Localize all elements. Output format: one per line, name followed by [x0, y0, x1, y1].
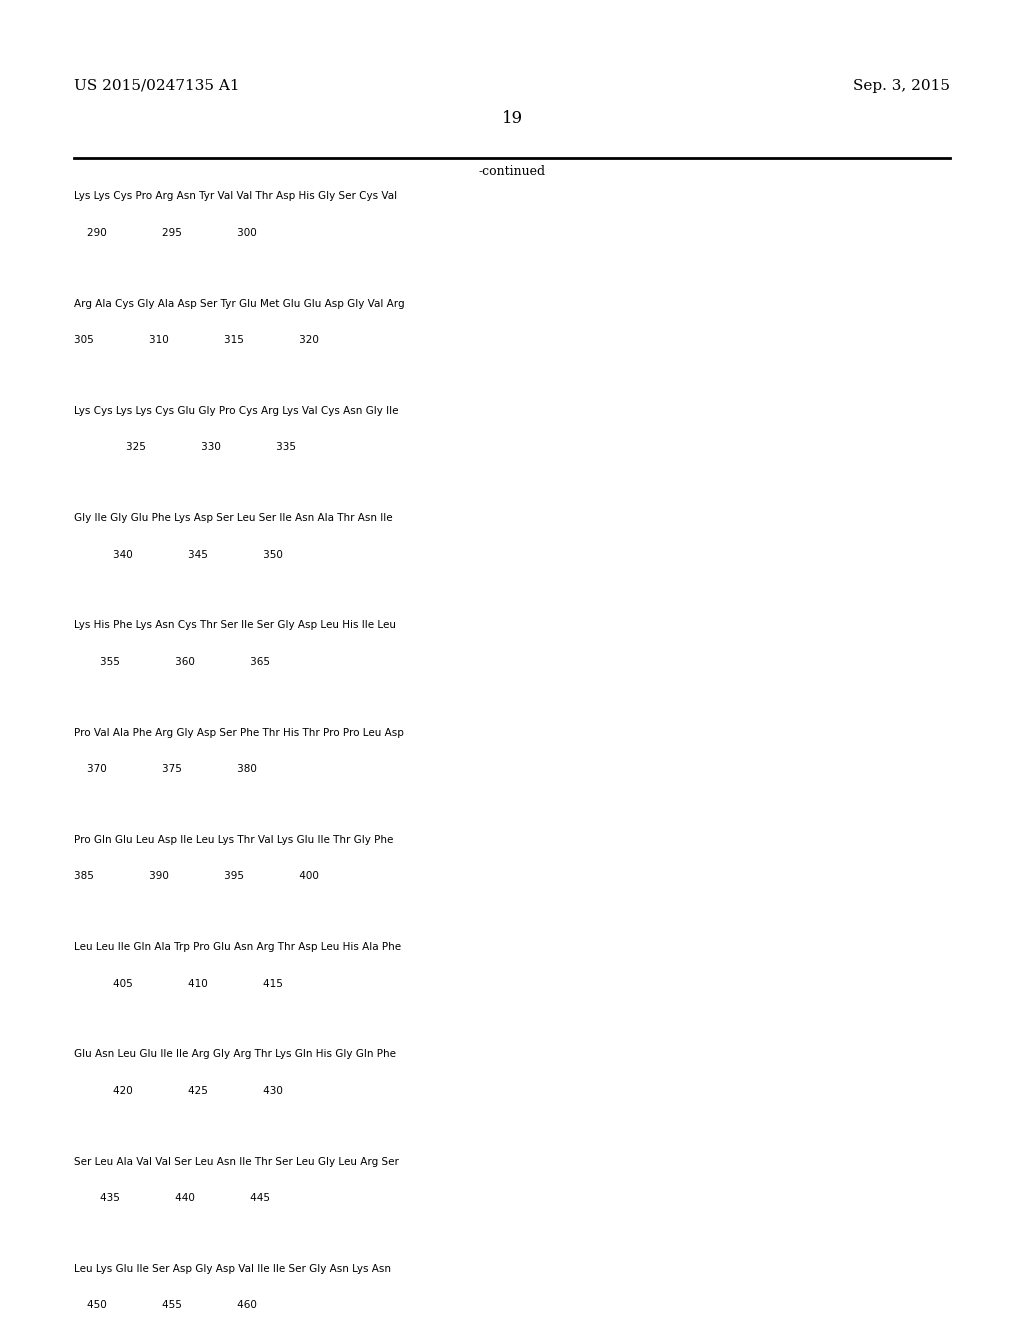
Text: Glu Asn Leu Glu Ile Ile Arg Gly Arg Thr Lys Gln His Gly Gln Phe: Glu Asn Leu Glu Ile Ile Arg Gly Arg Thr … — [74, 1049, 395, 1060]
Text: Pro Val Ala Phe Arg Gly Asp Ser Phe Thr His Thr Pro Pro Leu Asp: Pro Val Ala Phe Arg Gly Asp Ser Phe Thr … — [74, 727, 403, 738]
Text: -continued: -continued — [478, 165, 546, 178]
Text: 355                 360                 365: 355 360 365 — [74, 657, 269, 667]
Text: Leu Lys Glu Ile Ser Asp Gly Asp Val Ile Ile Ser Gly Asn Lys Asn: Leu Lys Glu Ile Ser Asp Gly Asp Val Ile … — [74, 1265, 391, 1274]
Text: Gly Ile Gly Glu Phe Lys Asp Ser Leu Ser Ile Asn Ala Thr Asn Ile: Gly Ile Gly Glu Phe Lys Asp Ser Leu Ser … — [74, 513, 392, 523]
Text: 420                 425                 430: 420 425 430 — [74, 1086, 283, 1096]
Text: 435                 440                 445: 435 440 445 — [74, 1193, 269, 1203]
Text: Sep. 3, 2015: Sep. 3, 2015 — [853, 79, 950, 92]
Text: 19: 19 — [502, 111, 522, 127]
Text: 340                 345                 350: 340 345 350 — [74, 549, 283, 560]
Text: 385                 390                 395                 400: 385 390 395 400 — [74, 871, 318, 882]
Text: Ser Leu Ala Val Val Ser Leu Asn Ile Thr Ser Leu Gly Leu Arg Ser: Ser Leu Ala Val Val Ser Leu Asn Ile Thr … — [74, 1156, 398, 1167]
Text: 405                 410                 415: 405 410 415 — [74, 978, 283, 989]
Text: 370                 375                 380: 370 375 380 — [74, 764, 257, 774]
Text: 325                 330                 335: 325 330 335 — [74, 442, 296, 453]
Text: Leu Leu Ile Gln Ala Trp Pro Glu Asn Arg Thr Asp Leu His Ala Phe: Leu Leu Ile Gln Ala Trp Pro Glu Asn Arg … — [74, 942, 400, 952]
Text: Lys Cys Lys Lys Cys Glu Gly Pro Cys Arg Lys Val Cys Asn Gly Ile: Lys Cys Lys Lys Cys Glu Gly Pro Cys Arg … — [74, 407, 398, 416]
Text: Lys Lys Cys Pro Arg Asn Tyr Val Val Thr Asp His Gly Ser Cys Val: Lys Lys Cys Pro Arg Asn Tyr Val Val Thr … — [74, 191, 397, 202]
Text: Arg Ala Cys Gly Ala Asp Ser Tyr Glu Met Glu Glu Asp Gly Val Arg: Arg Ala Cys Gly Ala Asp Ser Tyr Glu Met … — [74, 298, 404, 309]
Text: 290                 295                 300: 290 295 300 — [74, 228, 256, 238]
Text: US 2015/0247135 A1: US 2015/0247135 A1 — [74, 79, 240, 92]
Text: Lys His Phe Lys Asn Cys Thr Ser Ile Ser Gly Asp Leu His Ile Leu: Lys His Phe Lys Asn Cys Thr Ser Ile Ser … — [74, 620, 395, 631]
Text: 305                 310                 315                 320: 305 310 315 320 — [74, 335, 318, 345]
Text: 450                 455                 460: 450 455 460 — [74, 1300, 257, 1311]
Text: Pro Gln Glu Leu Asp Ile Leu Lys Thr Val Lys Glu Ile Thr Gly Phe: Pro Gln Glu Leu Asp Ile Leu Lys Thr Val … — [74, 836, 393, 845]
